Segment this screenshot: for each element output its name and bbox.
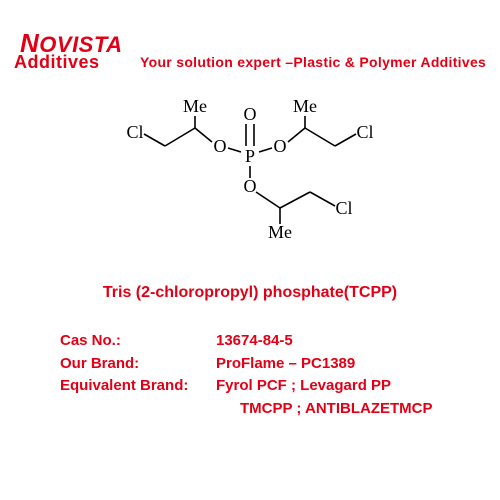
info-value-cas: 13674-84-5: [216, 330, 293, 353]
page-root: NOVISTA Additives Your solution expert –…: [0, 0, 500, 500]
bond-o-left-ch: [195, 128, 212, 142]
bond-ch2-cl-left: [144, 134, 165, 146]
atom-o-top: O: [244, 104, 257, 124]
info-block: Cas No.: 13674-84-5 Our Brand: ProFlame …: [60, 330, 433, 420]
chemical-name: Tris (2-chloropropyl) phosphate(TCPP): [0, 284, 500, 302]
atom-cl-bottom: Cl: [335, 198, 352, 218]
info-label-equiv: Equivalent Brand:: [60, 375, 216, 398]
bond-p-o-left: [228, 148, 241, 152]
atom-me-left: Me: [183, 96, 207, 116]
atom-cl-right: Cl: [356, 122, 373, 142]
bond-ch-ch2-left: [165, 128, 195, 146]
info-value-equiv-cont: TMCPP ; ANTIBLAZETMCP: [60, 398, 433, 421]
atom-o-right: O: [274, 136, 287, 156]
molecule-structure: P O O Me Cl O Me: [100, 80, 400, 260]
atom-o-bottom: O: [244, 176, 257, 196]
bond-ch2-cl-right: [335, 134, 356, 146]
info-row-brand: Our Brand: ProFlame – PC1389: [60, 353, 433, 376]
bond-ch2-cl-bottom: [310, 192, 335, 206]
atom-o-left: O: [214, 136, 227, 156]
brand-subtext: Additives: [14, 52, 100, 73]
info-value-equiv: Fyrol PCF ; Levagard PP: [216, 375, 391, 398]
bond-o-right-ch: [288, 128, 305, 142]
atom-me-bottom: Me: [268, 222, 292, 242]
atom-cl-left: Cl: [126, 122, 143, 142]
bond-ch-ch2-bottom: [280, 192, 310, 208]
bond-p-o-right: [259, 148, 272, 152]
bond-o-bottom-ch: [256, 192, 280, 208]
info-label-cas: Cas No.:: [60, 330, 216, 353]
bond-ch-ch2-right: [305, 128, 335, 146]
info-label-brand: Our Brand:: [60, 353, 216, 376]
brand-tagline: Your solution expert –Plastic & Polymer …: [140, 54, 486, 70]
info-value-brand: ProFlame – PC1389: [216, 353, 355, 376]
info-row-equiv: Equivalent Brand: Fyrol PCF ; Levagard P…: [60, 375, 433, 398]
info-row-cas: Cas No.: 13674-84-5: [60, 330, 433, 353]
atom-p: P: [245, 146, 255, 166]
atom-me-right: Me: [293, 96, 317, 116]
molecule-svg: P O O Me Cl O Me: [100, 80, 400, 260]
